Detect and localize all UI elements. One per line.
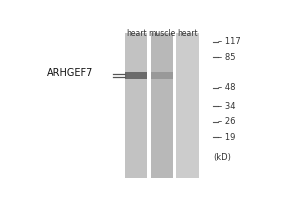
Text: (kD): (kD) (214, 153, 232, 162)
Text: ARHGEF7: ARHGEF7 (47, 68, 93, 78)
Bar (151, 72, 173, 79)
Text: – 85: – 85 (218, 53, 236, 62)
Text: – 26: – 26 (218, 117, 236, 126)
Bar (151, 33, 173, 178)
Text: – 34: – 34 (218, 102, 236, 111)
Text: muscle: muscle (148, 29, 175, 38)
Bar (125, 33, 147, 178)
Text: – 19: – 19 (218, 133, 236, 142)
Text: heart: heart (126, 29, 147, 38)
Text: heart: heart (177, 29, 198, 38)
Bar (125, 72, 147, 79)
Text: – 48: – 48 (218, 83, 236, 92)
Text: – 117: – 117 (218, 37, 241, 46)
Bar (176, 33, 199, 178)
